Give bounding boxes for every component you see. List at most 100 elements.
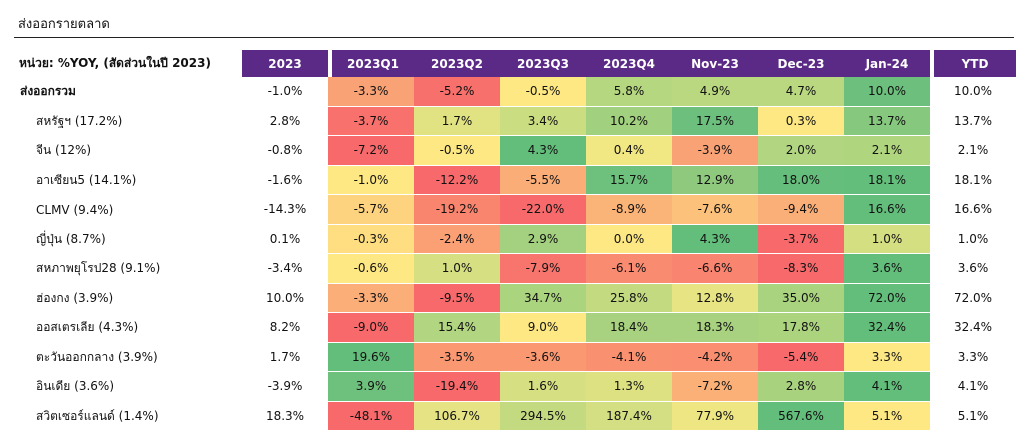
row-label: ตะวันออกกลาง (3.9%) bbox=[36, 349, 158, 364]
table-cell: 294.5% bbox=[500, 401, 586, 431]
table-cell: 15.7% bbox=[586, 165, 672, 195]
table-cell: 4.3% bbox=[672, 224, 758, 254]
row-label: ญี่ปุ่น (8.7%) bbox=[36, 231, 106, 246]
table-cell: 13.7% bbox=[844, 106, 930, 136]
table-cell: 2.8% bbox=[242, 106, 328, 136]
table-cell: 18.1% bbox=[930, 165, 1016, 195]
col-header: 2023Q4 bbox=[586, 50, 672, 77]
table-cell: -3.6% bbox=[500, 342, 586, 372]
table-cell: 1.7% bbox=[242, 342, 328, 372]
page-title: ส่งออกรายตลาด bbox=[18, 17, 110, 32]
table-cell: 12.8% bbox=[672, 283, 758, 313]
table-cell: 0.1% bbox=[242, 224, 328, 254]
table-cell: 12.9% bbox=[672, 165, 758, 195]
table-cell: 2.1% bbox=[844, 136, 930, 166]
row-label: ออสเตรเลีย (4.3%) bbox=[36, 320, 139, 335]
table-cell: -0.5% bbox=[414, 136, 500, 166]
row-label: ส่งออกรวม bbox=[20, 84, 76, 99]
header-row: หน่วย: %YOY, (สัดส่วนในปี 2023) 2023 202… bbox=[14, 50, 1016, 77]
table-cell: 4.1% bbox=[844, 372, 930, 402]
table-cell: -7.9% bbox=[500, 254, 586, 284]
table-cell: 3.3% bbox=[930, 342, 1016, 372]
row-label: อาเซียน5 (14.1%) bbox=[36, 172, 137, 187]
table-cell: -6.1% bbox=[586, 254, 672, 284]
table-cell: -12.2% bbox=[414, 165, 500, 195]
table-cell: -9.0% bbox=[328, 313, 414, 343]
table-cell: 2.1% bbox=[930, 136, 1016, 166]
table-cell: 3.6% bbox=[844, 254, 930, 284]
table-cell: -7.2% bbox=[328, 136, 414, 166]
table-cell: 4.7% bbox=[758, 77, 844, 107]
col-header: 2023Q1 bbox=[328, 50, 414, 77]
table-cell: 72.0% bbox=[930, 283, 1016, 313]
table-cell: 4.3% bbox=[500, 136, 586, 166]
table-cell: 77.9% bbox=[672, 401, 758, 431]
table-cell: 17.8% bbox=[758, 313, 844, 343]
table-cell: -0.5% bbox=[500, 77, 586, 107]
table-cell: -5.7% bbox=[328, 195, 414, 225]
table-cell: -14.3% bbox=[242, 195, 328, 225]
table-cell: 13.7% bbox=[930, 106, 1016, 136]
col-header: Dec-23 bbox=[758, 50, 844, 77]
title-divider bbox=[14, 37, 1014, 38]
col-header: Nov-23 bbox=[672, 50, 758, 77]
row-label: ฮ่องกง (3.9%) bbox=[36, 290, 114, 305]
table-cell: 18.3% bbox=[242, 401, 328, 431]
table-cell: -9.5% bbox=[414, 283, 500, 313]
table-cell: 3.9% bbox=[328, 372, 414, 402]
table-cell: 3.6% bbox=[930, 254, 1016, 284]
table-cell: 8.2% bbox=[242, 313, 328, 343]
table-cell: -5.4% bbox=[758, 342, 844, 372]
table-cell: 17.5% bbox=[672, 106, 758, 136]
table-cell: -4.2% bbox=[672, 342, 758, 372]
table-cell: 3.3% bbox=[844, 342, 930, 372]
export-market-table: หน่วย: %YOY, (สัดส่วนในปี 2023) 2023 202… bbox=[14, 50, 1016, 431]
table-cell: 0.4% bbox=[586, 136, 672, 166]
table-cell: 32.4% bbox=[844, 313, 930, 343]
table-cell: 3.4% bbox=[500, 106, 586, 136]
row-label: สหภาพยุโรป28 (9.1%) bbox=[36, 261, 161, 276]
table-row: สวิตเซอร์แลนด์ (1.4%) 18.3% -48.1% 106.7% 29… bbox=[14, 401, 1016, 431]
table-cell: 2.0% bbox=[758, 136, 844, 166]
table-cell: 2.8% bbox=[758, 372, 844, 402]
table-cell: 10.0% bbox=[930, 77, 1016, 107]
table-cell: -8.9% bbox=[586, 195, 672, 225]
table-cell: 1.6% bbox=[500, 372, 586, 402]
table-cell: 10.2% bbox=[586, 106, 672, 136]
table-cell: 35.0% bbox=[758, 283, 844, 313]
table-cell: 5.1% bbox=[930, 401, 1016, 431]
table-row: ญี่ปุ่น (8.7%) 0.1% -0.3% -2.4% 2.9% 0.0% 4.3%… bbox=[14, 224, 1016, 254]
table-cell: -1.0% bbox=[242, 77, 328, 107]
table-row: ออสเตรเลีย (4.3%) 8.2% -9.0% 15.4% 9.0% 18.4%… bbox=[14, 313, 1016, 343]
table-row: ส่งออกรวม -1.0% -3.3% -5.2% -0.5% 5.8% 4.9% 4.7… bbox=[14, 77, 1016, 107]
table-cell: -3.4% bbox=[242, 254, 328, 284]
table-cell: -1.0% bbox=[328, 165, 414, 195]
table-cell: 34.7% bbox=[500, 283, 586, 313]
table-cell: -3.9% bbox=[242, 372, 328, 402]
table-cell: -3.3% bbox=[328, 77, 414, 107]
table-cell: -7.6% bbox=[672, 195, 758, 225]
table-cell: 16.6% bbox=[844, 195, 930, 225]
table-cell: 25.8% bbox=[586, 283, 672, 313]
table-cell: -0.6% bbox=[328, 254, 414, 284]
row-label: สวิตเซอร์แลนด์ (1.4%) bbox=[36, 408, 159, 423]
table-cell: 106.7% bbox=[414, 401, 500, 431]
table-row: อาเซียน5 (14.1%) -1.6% -1.0% -12.2% -5.5% 15.… bbox=[14, 165, 1016, 195]
table-cell: -3.5% bbox=[414, 342, 500, 372]
table-cell: -3.3% bbox=[328, 283, 414, 313]
table-cell: 10.0% bbox=[242, 283, 328, 313]
table-cell: -0.3% bbox=[328, 224, 414, 254]
col-header: 2023Q3 bbox=[500, 50, 586, 77]
table-cell: 4.1% bbox=[930, 372, 1016, 402]
table-cell: -9.4% bbox=[758, 195, 844, 225]
table-cell: 5.1% bbox=[844, 401, 930, 431]
table-cell: -48.1% bbox=[328, 401, 414, 431]
table-cell: -3.7% bbox=[758, 224, 844, 254]
table-cell: 9.0% bbox=[500, 313, 586, 343]
table-cell: 187.4% bbox=[586, 401, 672, 431]
table-cell: 72.0% bbox=[844, 283, 930, 313]
table-cell: -4.1% bbox=[586, 342, 672, 372]
table-row: อินเดีย (3.6%) -3.9% 3.9% -19.4% 1.6% 1.3% -7.… bbox=[14, 372, 1016, 402]
table-cell: -5.5% bbox=[500, 165, 586, 195]
table-cell: 4.9% bbox=[672, 77, 758, 107]
